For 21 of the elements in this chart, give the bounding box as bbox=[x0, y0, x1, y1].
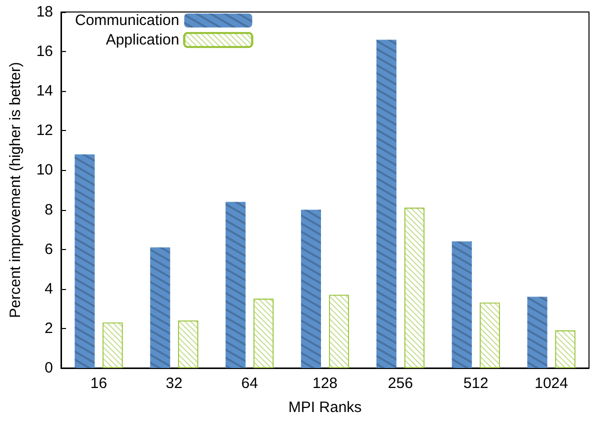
x-tick-label: 16 bbox=[90, 375, 108, 392]
x-tick-label: 256 bbox=[388, 375, 413, 392]
legend-label: Application bbox=[106, 32, 180, 48]
x-axis-title: MPI Ranks bbox=[288, 399, 362, 416]
y-tick-label: 0 bbox=[44, 360, 53, 376]
y-tick-label: 14 bbox=[36, 82, 53, 100]
x-tick-label: 32 bbox=[166, 375, 182, 392]
y-tick-label: 10 bbox=[36, 162, 53, 179]
y-tick-label: 2 bbox=[44, 320, 53, 337]
x-tick-label: 1024 bbox=[534, 375, 568, 392]
y-axis-title: Percent improvement (higher is better) bbox=[7, 62, 24, 318]
y-tick-label: 4 bbox=[44, 280, 53, 298]
legend-label: Communication bbox=[74, 12, 180, 29]
y-tick-label: 16 bbox=[36, 43, 53, 60]
x-tick-label: 512 bbox=[463, 375, 488, 392]
x-tick-label: 128 bbox=[312, 375, 338, 392]
x-tick-label: 64 bbox=[241, 375, 258, 392]
y-tick-label: 12 bbox=[36, 122, 53, 140]
y-tick-label: 6 bbox=[44, 240, 53, 258]
y-tick-label: 8 bbox=[44, 201, 53, 218]
y-tick-label: 18 bbox=[36, 4, 53, 20]
